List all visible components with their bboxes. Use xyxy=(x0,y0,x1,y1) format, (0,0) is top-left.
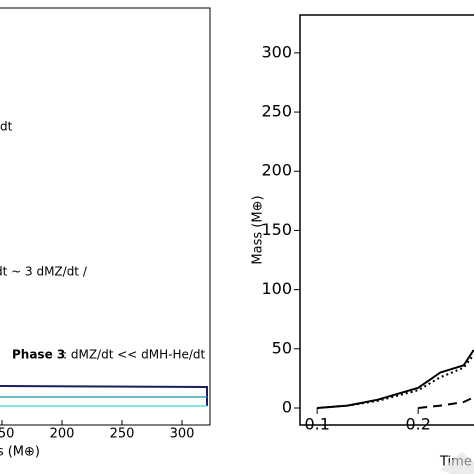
watermark xyxy=(440,452,474,474)
line-series xyxy=(317,349,474,409)
y-tick-label: 200 xyxy=(261,161,292,180)
left-frame xyxy=(0,7,211,426)
y-tick-label: 0 xyxy=(282,397,292,416)
x-tick-label: 250 xyxy=(110,427,135,442)
x-tick-label: 0.1 xyxy=(304,414,329,433)
annotation: : dMZ/dt << dMH-He/dt xyxy=(63,348,206,362)
annotation: dt ~ 3 dMZ/dt / xyxy=(0,265,88,279)
line-series xyxy=(317,354,474,409)
x-tick-label: 300 xyxy=(170,427,195,442)
y-tick-label: 150 xyxy=(261,220,292,239)
annotation: dt xyxy=(0,120,13,134)
x-tick-label: 150 xyxy=(0,427,14,442)
line-series xyxy=(418,396,474,409)
y-tick-label: 300 xyxy=(261,42,292,61)
annotation: Phase 3 xyxy=(12,348,65,362)
y-axis-label: Mass (M⊕) xyxy=(251,195,266,264)
y-tick-label: 100 xyxy=(261,279,292,298)
x-axis-label: Mass (M⊕) xyxy=(0,445,40,460)
y-tick-label: 50 xyxy=(272,338,292,357)
curve xyxy=(0,385,208,406)
y-tick-label: 250 xyxy=(261,102,292,121)
x-tick-label: 0.2 xyxy=(405,414,430,433)
x-tick-label: 200 xyxy=(50,427,75,442)
right-frame xyxy=(299,14,474,426)
